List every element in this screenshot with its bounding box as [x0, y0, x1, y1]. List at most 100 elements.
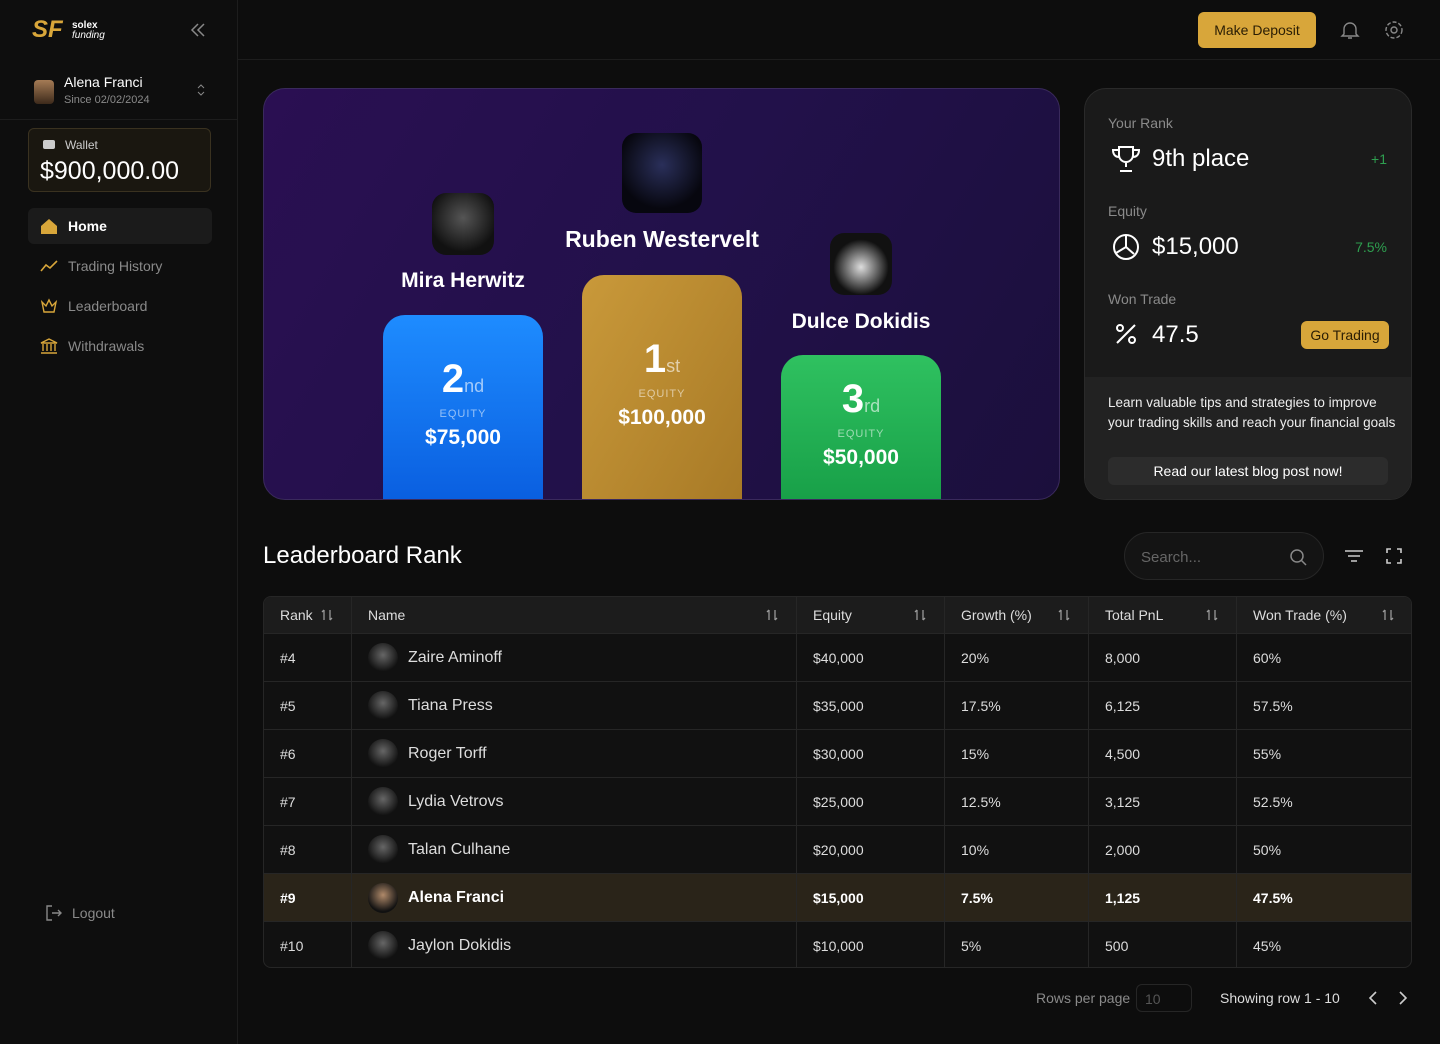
row-avatar [368, 882, 398, 913]
table-cell: $35,000 [797, 682, 945, 729]
row-avatar [368, 786, 398, 817]
filter-icon[interactable] [1344, 548, 1364, 564]
table-cell: Tiana Press [352, 682, 797, 729]
table-row: #7 Lydia Vetrovs $25,000 12.5% 3,125 52.5% [264, 777, 1411, 825]
next-page[interactable] [1396, 990, 1410, 1006]
podium-avatar [622, 133, 702, 213]
go-trading-button[interactable]: Go Trading [1301, 321, 1389, 349]
nav-item[interactable]: Trading History [28, 248, 212, 284]
podium-avatar [432, 193, 494, 255]
wallet-label: Wallet [65, 138, 98, 152]
table-cell: #7 [264, 778, 352, 825]
table-cell: 45% [1237, 922, 1411, 967]
table-cell: $20,000 [797, 826, 945, 873]
podium-suffix: nd [464, 376, 485, 396]
cell-text: 2,000 [1105, 841, 1141, 858]
sort-icon[interactable] [914, 609, 926, 621]
cell-text: $15,000 [813, 889, 864, 906]
cell-text: $25,000 [813, 793, 864, 810]
search-box[interactable]: Search... [1124, 532, 1324, 580]
prev-page[interactable] [1366, 990, 1380, 1006]
rank-card: Your Rank 9th place +1 Equity $15,000 7.… [1084, 88, 1412, 500]
column-header[interactable]: Rank [264, 597, 352, 633]
cell-text: Tiana Press [408, 696, 493, 714]
cell-text: $40,000 [813, 649, 864, 666]
table-cell: Zaire Aminoff [352, 634, 797, 681]
blog-button[interactable]: Read our latest blog post now! [1108, 457, 1388, 485]
table-cell: #5 [264, 682, 352, 729]
nav-label: Leaderboard [68, 298, 148, 314]
column-header[interactable]: Name [352, 597, 797, 633]
column-title: Name [368, 607, 406, 623]
cell-text: 3,125 [1105, 793, 1141, 810]
table-cell: 17.5% [945, 682, 1089, 729]
tip-section: Learn valuable tips and strategies to im… [1085, 377, 1411, 499]
section-title: Leaderboard Rank [263, 542, 462, 569]
cell-text: 57.5% [1253, 697, 1293, 714]
table-cell: Alena Franci [352, 874, 797, 921]
nav-item[interactable]: Withdrawals [28, 328, 212, 364]
column-header[interactable]: Won Trade (%) [1237, 597, 1411, 633]
cell-text: #5 [280, 697, 296, 714]
logo-sub: funding [72, 30, 105, 41]
table-cell: 10% [945, 826, 1089, 873]
podium-suffix: rd [864, 396, 881, 416]
podium-equity-label: EQUITY [837, 428, 885, 440]
cell-text: $10,000 [813, 937, 864, 954]
deposit-button[interactable]: Make Deposit [1198, 12, 1316, 48]
podium-place: 2 [441, 357, 465, 401]
cell-text: 6,125 [1105, 697, 1141, 714]
column-header[interactable]: Total PnL [1089, 597, 1237, 633]
sort-icon[interactable] [1058, 609, 1070, 621]
cell-text: 500 [1105, 937, 1129, 954]
table-cell: 47.5% [1237, 874, 1411, 921]
sort-icon[interactable] [321, 609, 333, 621]
table-cell: 8,000 [1089, 634, 1237, 681]
table-cell: #8 [264, 826, 352, 873]
user-since: Since 02/02/2024 [64, 94, 150, 106]
table-cell: $15,000 [797, 874, 945, 921]
column-header[interactable]: Equity [797, 597, 945, 633]
trophy-icon [1111, 146, 1141, 172]
podium-block: 3rd EQUITY $50,000 [781, 355, 941, 499]
nav-icon [40, 298, 58, 313]
table-row: #9 Alena Franci $15,000 7.5% 1,125 47.5% [264, 873, 1411, 921]
percent-icon [1116, 324, 1136, 344]
equity-change: 7.5% [1355, 239, 1387, 255]
cell-text: 55% [1253, 745, 1282, 762]
user-name: Alena Franci [64, 74, 143, 90]
column-header[interactable]: Growth (%) [945, 597, 1089, 633]
table-cell: 5% [945, 922, 1089, 967]
nav-icon [41, 219, 57, 234]
table-cell: Jaylon Dokidis [352, 922, 797, 967]
settings-icon[interactable] [1384, 20, 1404, 40]
table-cell: $10,000 [797, 922, 945, 967]
podium-suffix: st [666, 356, 681, 376]
logout[interactable]: Logout [46, 905, 115, 921]
cell-text: 20% [961, 649, 990, 666]
nav-label: Withdrawals [68, 338, 145, 354]
cell-text: 15% [961, 745, 990, 762]
collapse-icon[interactable] [190, 22, 206, 38]
cell-text: 17.5% [961, 697, 1001, 714]
fullscreen-icon[interactable] [1386, 548, 1402, 564]
rows-per-page-select[interactable]: 10 [1136, 984, 1192, 1012]
row-avatar [368, 738, 398, 769]
sort-icon[interactable] [766, 609, 778, 621]
sort-icon[interactable] [1382, 609, 1394, 621]
bell-icon[interactable] [1340, 20, 1360, 40]
podium: Mira Herwitz Ruben Westervelt Dulce Doki… [263, 88, 1060, 500]
sort-icon[interactable] [1206, 609, 1218, 621]
cell-text: #6 [280, 745, 296, 762]
cell-text: #9 [280, 889, 296, 906]
table-cell: 12.5% [945, 778, 1089, 825]
nav-label: Home [68, 218, 107, 234]
table-cell: 15% [945, 730, 1089, 777]
nav-item[interactable]: Leaderboard [28, 288, 212, 324]
cell-text: #7 [280, 793, 296, 810]
nav-item[interactable]: Home [28, 208, 212, 244]
tip-text: Learn valuable tips and strategies to im… [1108, 395, 1396, 430]
cell-text: 1,125 [1105, 889, 1141, 906]
user-box[interactable]: Alena Franci Since 02/02/2024 [0, 60, 238, 120]
table-cell: #10 [264, 922, 352, 967]
